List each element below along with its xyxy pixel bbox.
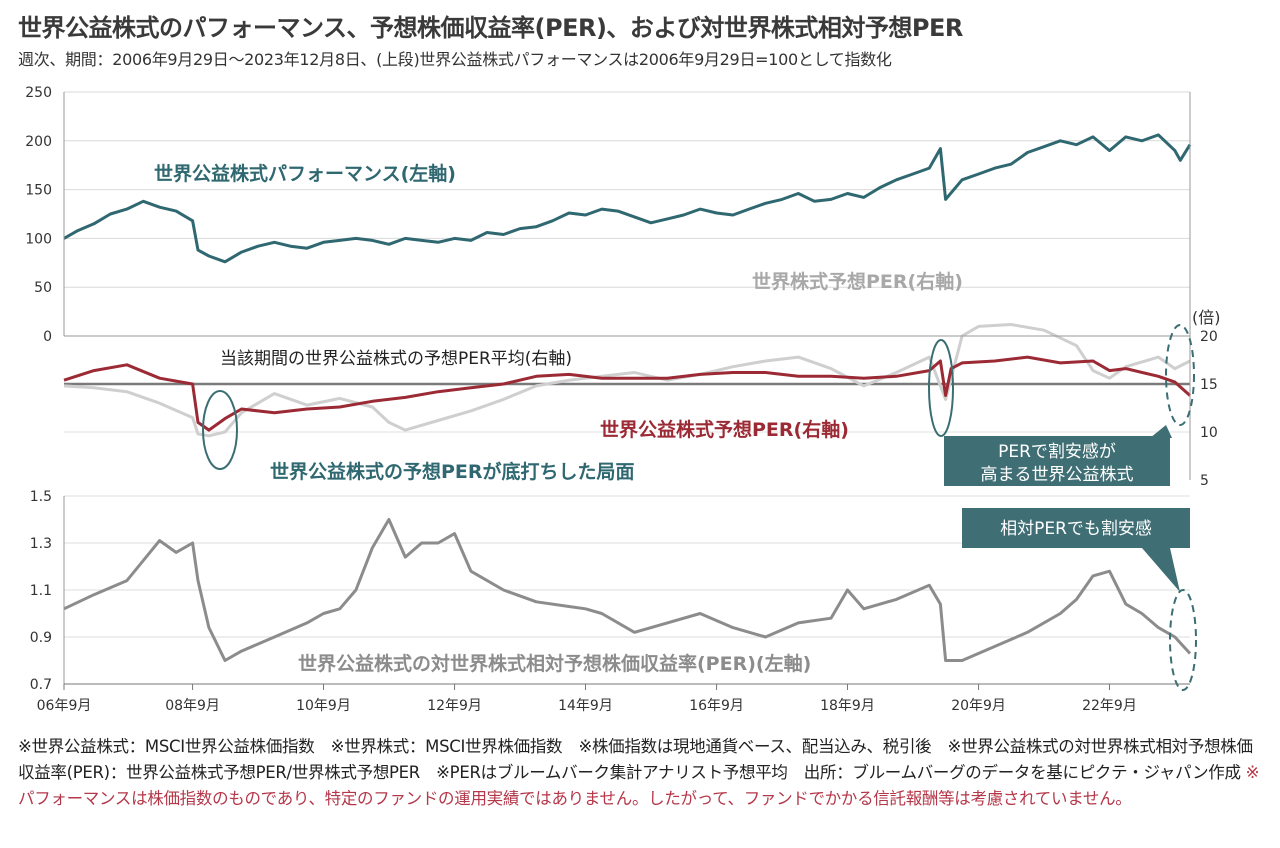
panel3-y-tick-label: 0.9: [30, 630, 52, 646]
panel1-y-tick-label: 200: [25, 134, 52, 150]
panel1-y-tick-label: 150: [25, 183, 52, 199]
bottom-ellipse-2009: [202, 390, 238, 470]
panel3-y-tick-label: 1.1: [30, 583, 52, 599]
per-bottom-label: 世界公益株式の予想PERが底打ちした局面: [270, 460, 635, 483]
callout-per-cheap: PERで割安感が 高まる世界公益株式: [944, 425, 1172, 486]
x-tick-label: 22年9月: [1082, 698, 1137, 714]
page-subtitle: 週次、期間：2006年9月29日～2023年12月8日、(上段)世界公益株式パフ…: [18, 50, 892, 69]
panel2-y-tick-label: 20: [1200, 329, 1218, 345]
x-tick-label: 18年9月: [820, 698, 875, 714]
world-per-series-label: 世界株式予想PER(右軸): [752, 270, 963, 293]
relative-per-series-label: 世界公益株式の対世界株式相対予想株価収益率(PER)(左軸): [298, 652, 811, 675]
footnotes: ※世界公益株式：MSCI世界公益株価指数 ※世界株式：MSCI世界株価指数 ※株…: [18, 734, 1263, 812]
callout-relative-cheap: 相対PERでも割安感: [962, 508, 1190, 592]
callout-per-line1: PERで割安感が: [998, 442, 1116, 462]
world-per-line: [63, 323, 1191, 438]
panel1-y-tick-label: 50: [34, 280, 52, 296]
performance-line: [63, 133, 1192, 264]
panel3-y-tick-label: 0.7: [30, 677, 52, 693]
relative-ellipse-2023: [1169, 589, 1197, 691]
panel2-y-tick-label: 5: [1200, 473, 1209, 489]
x-tick-label: 06年9月: [37, 698, 92, 714]
x-tick-label: 10年9月: [296, 698, 351, 714]
utilities-per-line: [63, 355, 1191, 432]
grid-layer: [64, 91, 1190, 638]
relative-per-line: [63, 518, 1192, 662]
x-tick-label: 12年9月: [427, 698, 482, 714]
footnote-text: ※世界公益株式：MSCI世界公益株価指数 ※世界株式：MSCI世界株価指数 ※株…: [18, 737, 1253, 782]
callout-per-line2: 高まる世界公益株式: [981, 465, 1134, 485]
annotation-layer: 世界公益株式パフォーマンス(左軸) 世界株式予想PER(右軸) 当該期間の世界公…: [154, 162, 1221, 691]
axis-layer: 250 200 150 100 50 0 20 15 10 5 1.5 1.3 1.1 0.9 0.7 06年…: [25, 85, 1218, 714]
right-axis-unit-label: (倍): [1192, 308, 1221, 327]
panel1-y-tick-label: 100: [25, 231, 52, 247]
panel1-y-tick-label: 0: [43, 329, 52, 345]
panel1-y-tick-label: 250: [25, 85, 52, 101]
chart-area: 250 200 150 100 50 0 20 15 10 5 1.5 1.3 1.1 0.9 0.7 06年…: [25, 85, 1221, 714]
footnote-warning: ※パフォーマンスは株価指数のものであり、特定のファンドの運用実績ではありません。…: [18, 763, 1260, 808]
per-ellipse-2023: [1165, 324, 1195, 426]
series-layer: [63, 133, 1192, 662]
x-tick-label: 16年9月: [689, 698, 744, 714]
page-title: 世界公益株式のパフォーマンス、予想株価収益率(PER)、および対世界株式相対予想…: [18, 14, 963, 42]
callout-relative-text: 相対PERでも割安感: [1000, 519, 1152, 539]
x-tick-label: 14年9月: [558, 698, 613, 714]
x-tick-label: 08年9月: [165, 698, 220, 714]
performance-series-label: 世界公益株式パフォーマンス(左軸): [154, 162, 456, 185]
average-line-label: 当該期間の世界公益株式の予想PER平均(右軸): [220, 349, 572, 369]
bottom-ellipse-2020: [928, 339, 954, 437]
panel3-y-tick-label: 1.5: [30, 489, 52, 505]
panel3-y-tick-label: 1.3: [30, 536, 52, 552]
utilities-per-series-label: 世界公益株式予想PER(右軸): [600, 418, 849, 441]
x-tick-label: 20年9月: [951, 698, 1006, 714]
panel2-y-tick-label: 10: [1200, 425, 1218, 441]
panel2-y-tick-label: 15: [1200, 377, 1218, 393]
